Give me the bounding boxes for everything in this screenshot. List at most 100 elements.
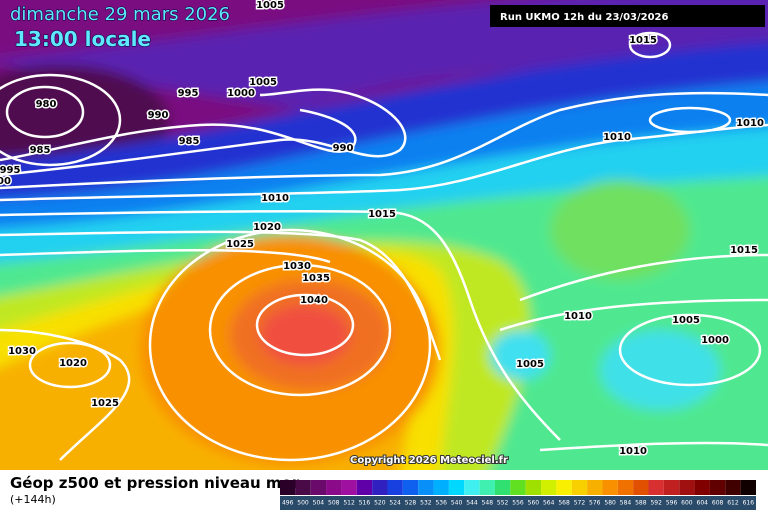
isobar-label: 1015 (368, 209, 396, 220)
isobar-label: 990 (333, 143, 354, 154)
isobar-label: 980 (36, 99, 57, 110)
isobar-label: 1010 (564, 311, 592, 322)
isobar-label: 985 (30, 145, 51, 156)
legend-swatch (663, 480, 680, 495)
legend-label: 540 (451, 500, 463, 507)
legend-swatch (571, 480, 588, 495)
legend-label: 560 (528, 500, 540, 507)
isobar-label: 1020 (59, 358, 87, 369)
legend-swatch (418, 480, 434, 495)
color-legend: 496 500 504 508 512 516 520 524 528 532 536 540 544 5… (280, 480, 756, 510)
legend-swatch (617, 480, 634, 495)
legend-label: 544 (466, 500, 478, 507)
legend-label: 524 (389, 500, 401, 507)
legend-swatch (464, 480, 480, 495)
legend-swatch (694, 480, 710, 495)
legend-swatch (433, 480, 449, 495)
legend-label: 552 (497, 500, 509, 507)
isobar-label: 1025 (91, 398, 119, 409)
isobar-label: 1010 (736, 118, 764, 129)
legend-swatch (709, 480, 726, 495)
isobar-label: 1010 (261, 193, 289, 204)
legend-label: 512 (343, 500, 355, 507)
legend-swatch (295, 480, 311, 495)
isobar-label: 1000 (701, 335, 729, 346)
legend-label: 604 (697, 500, 709, 507)
geopotential-field (0, 0, 768, 470)
legend-label: 576 (589, 500, 601, 507)
legend-swatch (494, 480, 511, 495)
legend-swatch (740, 480, 756, 495)
legend-swatch (679, 480, 695, 495)
legend-label: 616 (743, 500, 755, 507)
legend-label: 608 (712, 500, 724, 507)
legend-label: 516 (359, 500, 371, 507)
isobar-label: 1005 (672, 315, 700, 326)
isobar-labels: 1005100510009959909809859859909951000101… (0, 0, 765, 459)
legend-swatch (602, 480, 618, 495)
copyright: Copyright 2026 Meteociel.fr (350, 455, 508, 466)
forecast-time: 13:00 locale (14, 27, 151, 51)
isobar-label: 985 (179, 136, 200, 147)
legend-swatch (541, 480, 557, 495)
legend-label: 536 (435, 500, 447, 507)
isobar-label: 1005 (256, 0, 284, 11)
run-info: Run UKMO 12h du 23/03/2026 (500, 12, 669, 23)
isobar-label: 1040 (300, 295, 328, 306)
isobar-label: 990 (148, 110, 169, 121)
isobar-label: 1025 (226, 239, 254, 250)
isobar-label: 1030 (283, 261, 311, 272)
isobar-label: 1030 (8, 346, 36, 357)
legend-label: 600 (681, 500, 693, 507)
forecast-date: dimanche 29 mars 2026 (10, 4, 230, 25)
legend-label: 496 (282, 500, 294, 507)
legend-label-band (280, 496, 756, 510)
legend-swatch (648, 480, 664, 495)
isobar-label: 1010 (603, 132, 631, 143)
legend-swatch (326, 480, 342, 495)
isobar-label: 1020 (253, 222, 281, 233)
map: 1005100510009959909809859859909951000101… (0, 0, 768, 470)
isobar-label: 1015 (629, 35, 657, 46)
isobar-label: 1015 (730, 245, 758, 256)
legend-swatch (587, 480, 603, 495)
isobar-label: 1005 (249, 77, 277, 88)
legend-label: 500 (297, 500, 309, 507)
legend-swatch (556, 480, 572, 495)
legend-swatch (633, 480, 649, 495)
run-box (490, 5, 765, 27)
legend-label: 564 (543, 500, 555, 507)
legend-swatch (341, 480, 357, 495)
legend-label: 508 (328, 500, 340, 507)
legend-label: 548 (482, 500, 494, 507)
isobar-label: 995 (178, 88, 199, 99)
isobar-label: 995 (0, 165, 20, 176)
legend-swatch (525, 480, 542, 495)
legend-swatch (448, 480, 465, 495)
legend-label: 504 (313, 500, 325, 507)
legend-label: 528 (405, 500, 417, 507)
legend-label: 612 (727, 500, 739, 507)
lead-time: (+144h) (10, 493, 56, 506)
legend-label: 596 (666, 500, 678, 507)
legend-swatch (280, 480, 296, 495)
legend-swatch (479, 480, 495, 495)
isobar-label: 1035 (302, 273, 330, 284)
legend-label: 592 (650, 500, 662, 507)
isobar-label: 1010 (619, 446, 647, 457)
legend-swatch (387, 480, 403, 495)
legend-label: 580 (604, 500, 616, 507)
isobar-label: 1000 (0, 176, 11, 187)
legend-swatch (402, 480, 419, 495)
legend-swatch (356, 480, 373, 495)
legend-swatch (510, 480, 526, 495)
legend-label: 572 (574, 500, 586, 507)
legend-swatch (372, 480, 388, 495)
isobar-label: 1000 (227, 88, 255, 99)
legend-label: 532 (420, 500, 432, 507)
isobar-label: 1005 (516, 359, 544, 370)
isobars (0, 31, 768, 462)
legend-label: 556 (512, 500, 524, 507)
legend-label: 520 (374, 500, 386, 507)
